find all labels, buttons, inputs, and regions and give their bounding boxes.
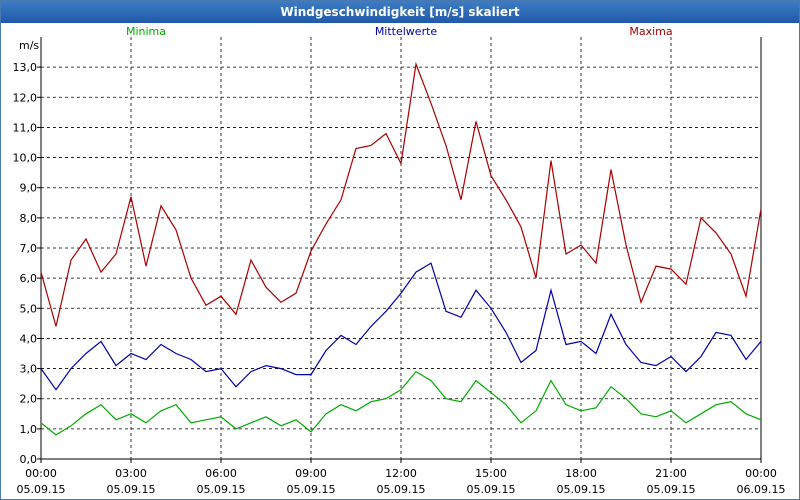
x-tick-time-label: 18:00: [565, 467, 597, 480]
x-tick-time-label: 12:00: [385, 467, 417, 480]
legend-entry-mittelwerte: Mittelwerte: [375, 25, 438, 38]
x-tick-date-label: 05.09.15: [647, 483, 696, 496]
legend-entry-maxima: Maxima: [629, 25, 672, 38]
y-tick-label: 6,0: [20, 272, 38, 285]
x-tick-date-label: 05.09.15: [287, 483, 336, 496]
x-tick-date-label: 05.09.15: [197, 483, 246, 496]
x-tick-time-label: 03:00: [115, 467, 147, 480]
x-tick-time-label: 15:00: [475, 467, 507, 480]
x-tick-date-label: 05.09.15: [17, 483, 66, 496]
y-tick-label: 1,0: [20, 423, 38, 436]
y-tick-label: 7,0: [20, 242, 38, 255]
y-axis-unit-label: m/s: [19, 39, 39, 52]
y-tick-label: 5,0: [20, 302, 38, 315]
y-tick-label: 10,0: [13, 152, 38, 165]
series-line-mittelwerte: [40, 262, 762, 391]
x-tick-time-label: 09:00: [295, 467, 327, 480]
x-tick-date-label: 05.09.15: [107, 483, 156, 496]
x-tick-date-label: 05.09.15: [377, 483, 426, 496]
y-tick-label: 4,0: [20, 332, 38, 345]
series-line-minima: [40, 370, 762, 436]
x-tick-time-label: 21:00: [655, 467, 687, 480]
x-tick-date-label: 05.09.15: [467, 483, 516, 496]
y-tick-label: 9,0: [20, 182, 38, 195]
y-tick-label: 2,0: [20, 393, 38, 406]
wind-speed-chart: 0,0 1,0 2,0 3,0 4,0 5,0 6,0 7,0 8,0 9,0 10,0 11,0 12…: [13, 25, 786, 496]
y-tick-label: 13,0: [13, 61, 38, 74]
legend-entry-minima: Minima: [126, 25, 166, 38]
window-title: Windgeschwindigkeit [m/s] skaliert: [1, 1, 799, 23]
x-tick-time-label: 00:00: [25, 467, 57, 480]
x-tick-date-label: 06.09.15: [737, 483, 786, 496]
x-tick-date-label: 05.09.15: [557, 483, 606, 496]
y-tick-label: 8,0: [20, 212, 38, 225]
x-tick-time-label: 06:00: [205, 467, 237, 480]
y-tick-label: 12,0: [13, 91, 38, 104]
x-tick-time-label: 00:00: [745, 467, 777, 480]
y-tick-label: 3,0: [20, 363, 38, 376]
y-tick-label: 11,0: [13, 121, 38, 134]
y-tick-label: 0,0: [20, 453, 38, 466]
series-line-maxima: [40, 61, 762, 327]
